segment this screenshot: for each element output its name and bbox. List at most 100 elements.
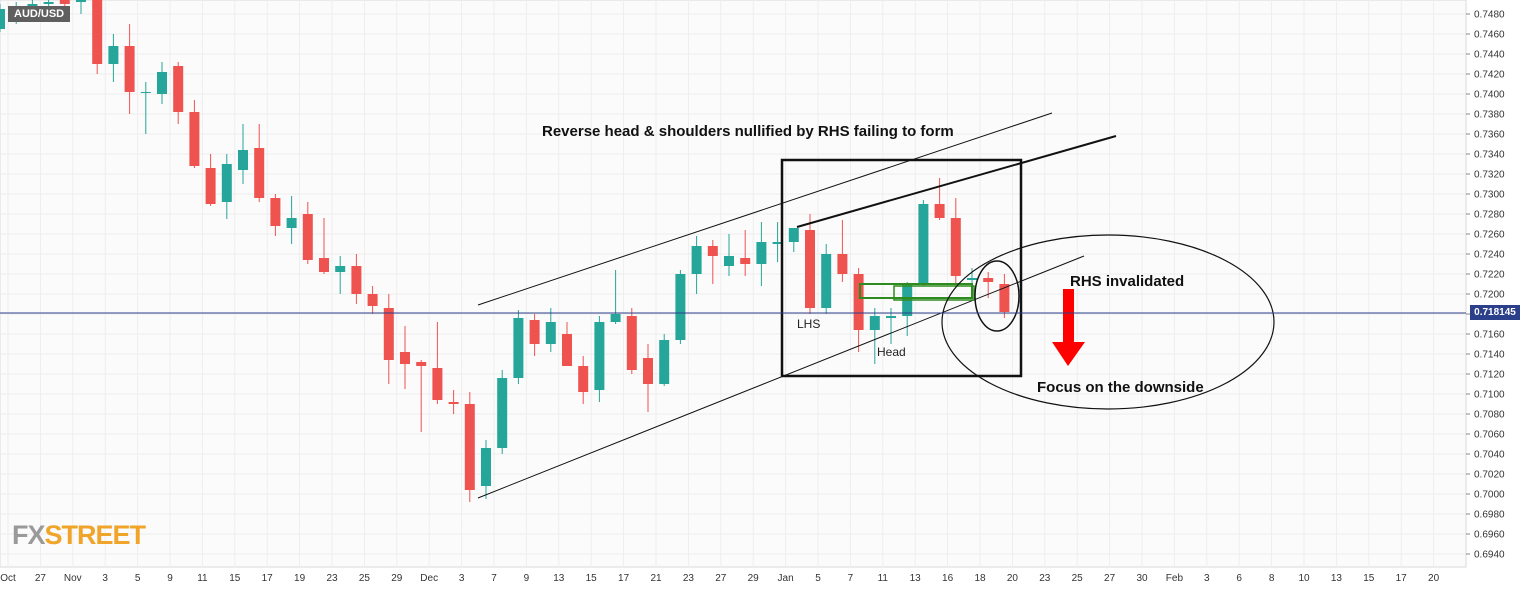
symbol-label: AUD/USD bbox=[8, 6, 71, 22]
x-tick-label: 15 bbox=[586, 573, 598, 584]
x-tick-label: 18 bbox=[974, 573, 986, 584]
candle bbox=[756, 222, 767, 286]
candle-body bbox=[76, 0, 86, 2]
candle bbox=[108, 34, 119, 82]
y-tick-label: 0.7260 bbox=[1474, 230, 1505, 241]
candle-body bbox=[335, 266, 346, 272]
candle bbox=[513, 310, 524, 384]
x-tick-label: 25 bbox=[359, 573, 371, 584]
candle-body bbox=[788, 228, 799, 242]
y-axis: 0.7480 0.7460 0.7440 0.7420 0.7400 0.7380 0.73… bbox=[1466, 10, 1505, 561]
candle-body bbox=[43, 2, 54, 4]
candle bbox=[497, 370, 508, 454]
x-tick-label: 17 bbox=[1396, 573, 1408, 584]
y-tick-label: 0.7080 bbox=[1474, 410, 1505, 421]
y-tick-label: 0.7160 bbox=[1474, 330, 1505, 341]
y-tick-label: 0.7120 bbox=[1474, 370, 1505, 381]
y-tick-label: 0.7060 bbox=[1474, 430, 1505, 441]
plot-area bbox=[0, 0, 1467, 568]
x-tick-label: 3 bbox=[102, 573, 108, 584]
candle bbox=[837, 220, 848, 282]
down-arrow bbox=[1052, 289, 1085, 366]
green-zone-lower bbox=[893, 285, 975, 301]
candle-series bbox=[0, 0, 1010, 502]
candle-body bbox=[173, 66, 184, 112]
candle-body bbox=[400, 352, 410, 364]
x-tick-label: 13 bbox=[910, 573, 922, 584]
candle bbox=[691, 236, 702, 294]
candle bbox=[124, 24, 135, 114]
candle-body bbox=[529, 320, 540, 344]
current-price-badge: 0.718145 bbox=[1470, 305, 1520, 320]
candle-body bbox=[497, 378, 508, 448]
x-tick-label: Dec bbox=[420, 573, 438, 584]
y-tick-label: 0.7280 bbox=[1474, 210, 1505, 221]
candle-body bbox=[221, 164, 232, 202]
candle-body bbox=[626, 316, 637, 370]
y-tick-label: 0.7140 bbox=[1474, 350, 1505, 361]
fxstreet-logo: FXSTREET bbox=[12, 520, 146, 550]
candle-body bbox=[805, 230, 815, 308]
candle-body bbox=[772, 242, 783, 244]
candle bbox=[464, 392, 475, 502]
x-tick-label: Feb bbox=[1166, 573, 1184, 584]
candle bbox=[934, 178, 945, 220]
x-tick-label: 3 bbox=[459, 573, 465, 584]
candle bbox=[659, 334, 670, 386]
candle bbox=[529, 314, 540, 356]
candle-body bbox=[157, 72, 167, 94]
x-tick-label: 19 bbox=[294, 573, 306, 584]
candle bbox=[270, 194, 281, 236]
x-tick-label: 6 bbox=[1236, 573, 1242, 584]
candle-body bbox=[383, 308, 394, 360]
x-tick-label: 8 bbox=[1269, 573, 1275, 584]
candle-body bbox=[967, 278, 977, 280]
x-tick-label: Jan bbox=[778, 573, 794, 584]
y-tick-label: 0.7400 bbox=[1474, 90, 1505, 101]
candle-body bbox=[578, 366, 589, 392]
candle-body bbox=[367, 294, 378, 306]
candle-body bbox=[545, 322, 556, 344]
candle bbox=[578, 356, 589, 404]
y-tick-label: 0.7240 bbox=[1474, 250, 1505, 261]
candle bbox=[869, 308, 880, 364]
candle-body bbox=[756, 242, 767, 264]
x-tick-label: 17 bbox=[618, 573, 630, 584]
x-tick-label: 10 bbox=[1298, 573, 1310, 584]
candle bbox=[173, 62, 184, 124]
x-tick-label: 25 bbox=[1072, 573, 1084, 584]
candle bbox=[254, 124, 265, 202]
x-tick-label: 16 bbox=[942, 573, 954, 584]
x-tick-label: 20 bbox=[1007, 573, 1019, 584]
candle-body bbox=[59, 0, 70, 5]
pattern-box bbox=[780, 158, 1023, 378]
candle bbox=[999, 274, 1010, 318]
candle bbox=[740, 230, 751, 276]
candle-body bbox=[319, 258, 329, 272]
candle bbox=[562, 322, 572, 366]
x-tick-label: 27 bbox=[1104, 573, 1116, 584]
channel-upper-line bbox=[477, 112, 1053, 306]
x-tick-label: 5 bbox=[135, 573, 141, 584]
candle bbox=[853, 268, 864, 352]
candle bbox=[302, 202, 313, 264]
candle bbox=[76, 0, 86, 14]
x-tick-label: 27 bbox=[35, 573, 47, 584]
candle bbox=[821, 244, 832, 314]
candle bbox=[724, 234, 734, 276]
candle bbox=[918, 200, 929, 286]
y-tick-label: 0.7340 bbox=[1474, 150, 1505, 161]
candle bbox=[238, 124, 248, 184]
chart-annotation-title: Reverse head & shoulders nullified by RH… bbox=[542, 123, 954, 140]
candle bbox=[675, 270, 686, 344]
candle-body bbox=[238, 150, 248, 170]
candle-body bbox=[934, 204, 945, 218]
candle bbox=[335, 256, 346, 294]
candle-body bbox=[724, 256, 734, 266]
candle bbox=[416, 360, 427, 432]
candle-body bbox=[254, 148, 265, 198]
candle-body bbox=[950, 218, 961, 276]
candle-body bbox=[124, 46, 135, 92]
candle bbox=[788, 228, 799, 252]
x-tick-label: 23 bbox=[326, 573, 338, 584]
